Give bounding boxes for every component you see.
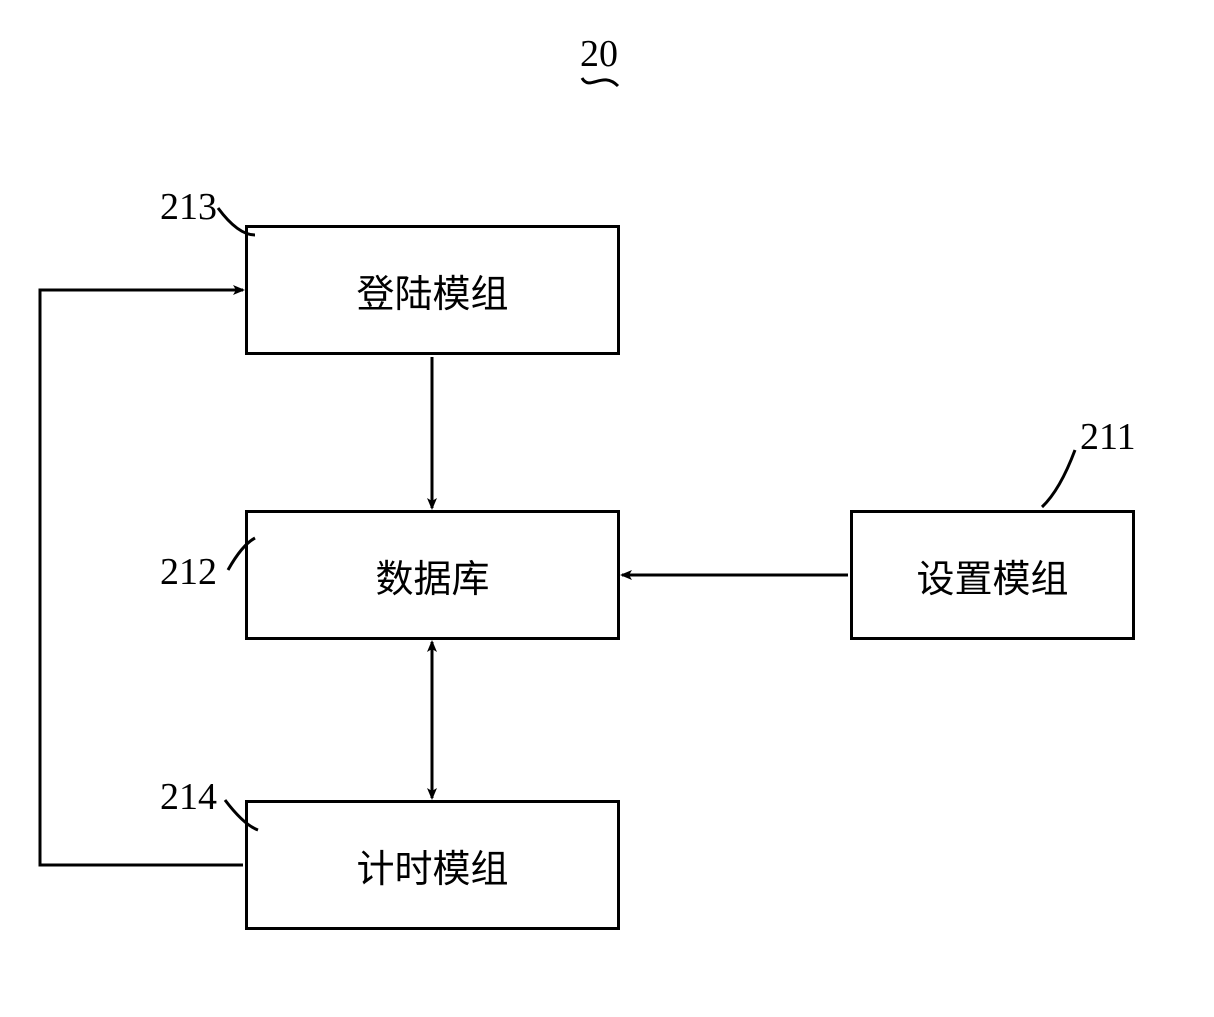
callout-database-text: 212 — [160, 551, 217, 593]
node-login-module: 登陆模组 — [245, 225, 620, 355]
callout-login-text: 213 — [160, 186, 217, 228]
node-settings-module: 设置模组 — [850, 510, 1135, 640]
node-database: 数据库 — [245, 510, 620, 640]
node-database-label: 数据库 — [375, 548, 489, 603]
node-timer-label: 计时模组 — [356, 838, 508, 893]
figure-label: 20 — [580, 32, 618, 76]
node-timer-module: 计时模组 — [245, 800, 620, 930]
callout-timer-text: 214 — [160, 776, 217, 818]
figure-number: 20 — [580, 33, 618, 75]
callout-login: 213 — [160, 185, 217, 229]
node-settings-label: 设置模组 — [916, 548, 1068, 603]
callout-timer: 214 — [160, 775, 217, 819]
node-login-label: 登陆模组 — [356, 263, 508, 318]
callout-settings-text: 211 — [1080, 416, 1136, 458]
callout-settings: 211 — [1080, 415, 1136, 459]
callout-database: 212 — [160, 550, 217, 594]
